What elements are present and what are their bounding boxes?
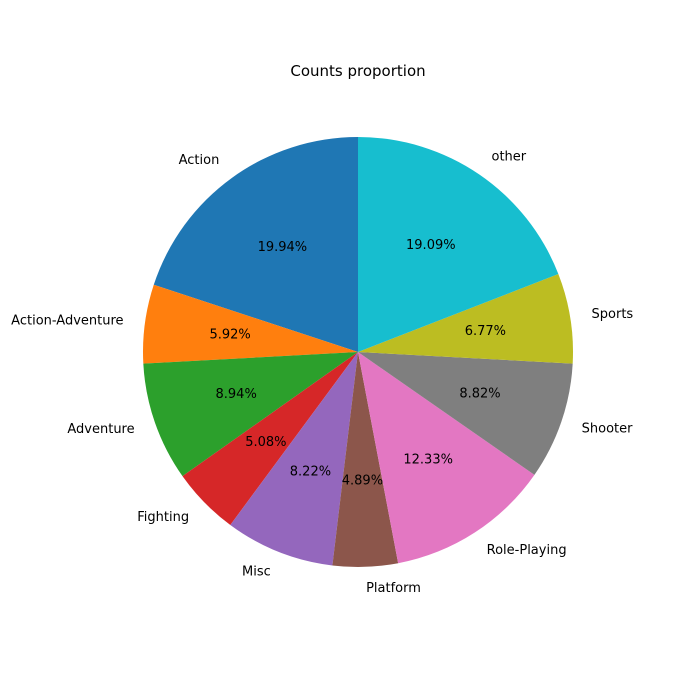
slice-label-shooter: Shooter: [582, 421, 633, 436]
slice-misc: [230, 352, 358, 566]
pie-slices: [143, 137, 574, 568]
pct-label-action: 19.94%: [258, 240, 308, 255]
pct-label-platform: 4.89%: [342, 473, 383, 488]
slice-label-other: other: [491, 149, 526, 164]
slice-shooter: [358, 352, 573, 475]
slice-other: [358, 137, 559, 352]
slice-role-playing: [358, 352, 535, 564]
slice-label-action-adventure: Action-Adventure: [11, 313, 123, 328]
slice-label-adventure: Adventure: [67, 422, 134, 437]
pct-label-other: 19.09%: [406, 238, 456, 253]
pct-label-role-playing: 12.33%: [403, 453, 453, 468]
pct-label-fighting: 5.08%: [245, 435, 286, 450]
pct-label-sports: 6.77%: [465, 324, 506, 339]
slice-label-misc: Misc: [242, 564, 271, 579]
slice-label-platform: Platform: [366, 581, 421, 596]
pct-label-shooter: 8.82%: [459, 386, 500, 401]
chart-title: Counts proportion: [290, 62, 425, 80]
slice-platform: [332, 352, 399, 568]
slice-label-role-playing: Role-Playing: [487, 543, 567, 558]
slice-adventure: [143, 352, 358, 477]
slice-fighting: [182, 352, 358, 525]
slice-label-fighting: Fighting: [137, 510, 189, 525]
pct-label-misc: 8.22%: [290, 464, 331, 479]
slice-action-adventure: [143, 284, 358, 364]
slice-label-sports: Sports: [592, 307, 634, 322]
slice-label-action: Action: [179, 153, 220, 168]
pie-labels: Action 19.94% Action-Adventure 5.92% Adventu…: [11, 149, 633, 596]
slice-action: [153, 137, 358, 352]
pct-label-adventure: 8.94%: [216, 387, 257, 402]
slice-sports: [358, 273, 574, 364]
pct-label-action-adventure: 5.92%: [209, 328, 250, 343]
